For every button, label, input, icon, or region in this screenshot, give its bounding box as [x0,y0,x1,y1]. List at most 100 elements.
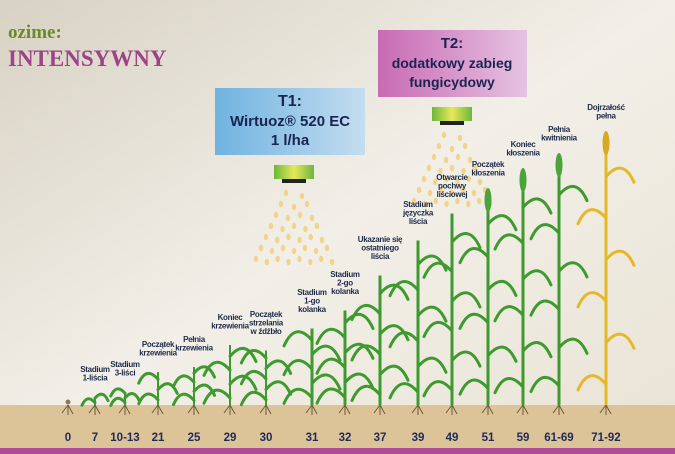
stage-code: 21 [152,432,165,444]
droplet [450,146,454,152]
droplet [437,143,441,149]
stage-label-line: krzewienia [139,349,177,358]
treatment-line: Wirtuoz® 520 EC [230,113,350,130]
droplet [292,204,296,210]
droplet [427,165,431,171]
stage-code: 25 [188,432,201,444]
stage-label-line: w źdźbło [250,327,282,336]
stage-code: 10-13 [110,432,139,444]
droplet [269,223,273,229]
stage-label-line: kolanka [298,305,327,314]
stage-label-line: liścia [409,217,428,226]
nozzle [274,165,314,179]
program: INTENSYWNY [8,46,167,71]
droplet [264,234,268,240]
droplet [320,237,324,243]
stage-label: Początekstrzelaniaw źdźbło [249,310,284,336]
stage-label-line: kłoszenia [471,169,505,178]
droplet [330,259,334,265]
droplet [315,223,319,229]
droplet [305,201,309,207]
droplet [444,157,448,163]
stage-code: 0 [65,432,71,444]
nozzle-tip [440,121,464,125]
treatment-line: fungicydowy [409,74,495,90]
droplet [259,245,263,251]
stage-label-line: kwitnienia [541,134,578,143]
stage-code: 32 [339,432,352,444]
ear [520,168,527,192]
droplet [428,190,432,196]
droplet [276,256,280,262]
droplet [286,234,290,240]
stage-code: 49 [446,432,459,444]
stage-code: 30 [260,432,273,444]
stage-code: 29 [224,432,237,444]
droplet [450,165,454,171]
treatment-title: T2: [441,35,464,52]
nozzle-tip [282,179,306,183]
stage-label: Początekkłoszenia [471,160,505,178]
soil [0,405,675,449]
stage-label-line: liściowej [437,190,468,199]
infographic: ozime: INTENSYWNY T1: Wirtuoz® 520 EC 1 … [0,0,675,454]
droplet [422,176,426,182]
droplet [280,226,284,232]
droplet [309,234,313,240]
stage-label-line: 3-liści [115,369,136,378]
ear [556,153,563,177]
droplet [319,256,323,262]
stage-code: 37 [374,432,387,444]
stage-label-line: kolanka [331,287,360,296]
droplet [477,198,481,204]
droplet [297,237,301,243]
stage-code: 39 [412,432,425,444]
droplet [472,190,476,196]
droplet [442,132,446,138]
stage-code: 7 [92,432,98,444]
stage-label-line: 1-liścia [83,374,109,383]
nozzle [432,107,472,121]
droplet [270,248,274,254]
droplet [279,201,283,207]
seed [66,400,71,405]
stage-code: 31 [306,432,319,444]
droplet [265,259,269,265]
droplet [303,226,307,232]
stage-label-line: kłoszenia [506,149,540,158]
treatment-line: dodatkowy zabieg [392,55,513,71]
droplet [458,135,462,141]
ear [485,188,492,212]
droplet [444,201,448,207]
droplet [478,179,482,185]
droplet [325,245,329,251]
droplet [284,190,288,196]
droplet [456,154,460,160]
ear [603,131,610,155]
stage-label: Konieckłoszenia [506,140,540,158]
droplet [286,259,290,265]
droplet [281,245,285,251]
droplet [292,248,296,254]
stage-label-line: krzewienia [211,322,249,331]
droplet [274,212,278,218]
droplet [254,256,258,262]
stage-label-line: liścia [371,252,390,261]
stage-label-line: pełna [596,112,616,121]
treatment-title: T1: [278,93,302,110]
droplet [432,154,436,160]
stage-code: 51 [482,432,495,444]
stage-code: 59 [517,432,530,444]
droplet [466,201,470,207]
droplet [463,143,467,149]
droplet [308,259,312,265]
bottom-bar [0,448,675,454]
droplet [298,212,302,218]
season: ozime: [8,22,62,43]
droplet [314,248,318,254]
droplet [275,237,279,243]
stage-label-line: krzewienia [175,344,213,353]
droplet [286,215,290,221]
stage-code: 61-69 [544,432,573,444]
